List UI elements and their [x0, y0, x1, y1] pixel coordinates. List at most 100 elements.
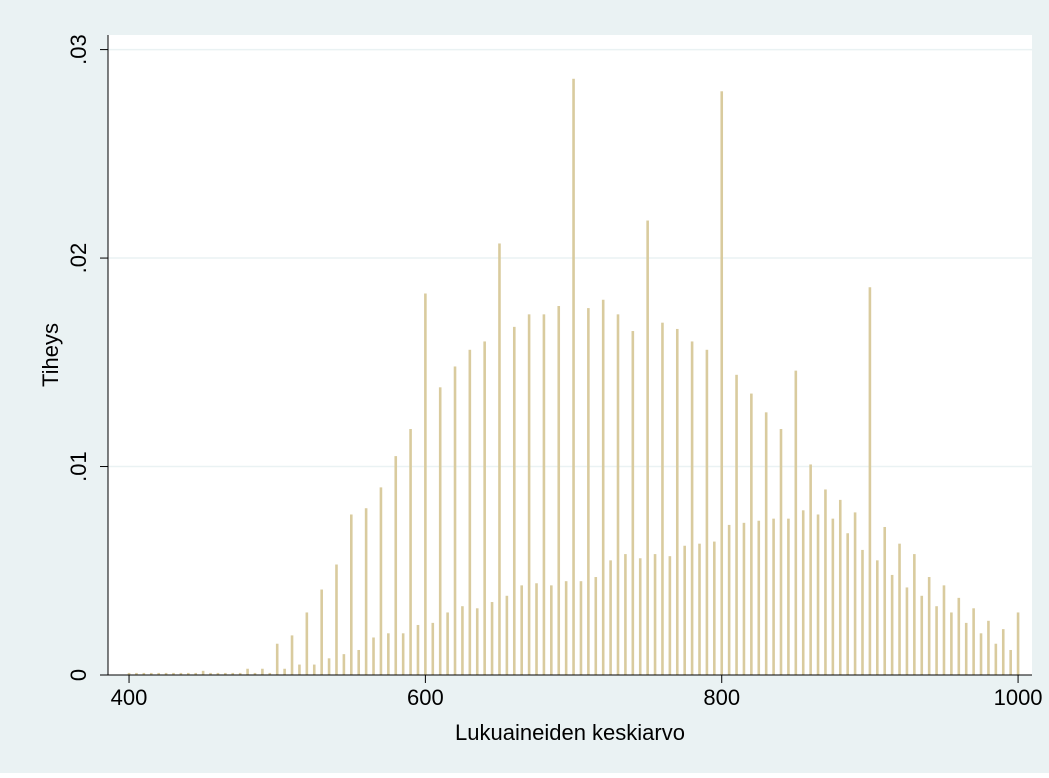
y-tick-label: .03	[66, 34, 91, 65]
bar	[994, 643, 998, 675]
bar	[446, 612, 449, 675]
bar	[498, 243, 501, 675]
bar	[557, 306, 561, 675]
bar	[424, 293, 427, 675]
y-axis-title: Tiheys	[38, 323, 63, 387]
bar	[609, 560, 612, 675]
x-axis-title: Lukuaineiden keskiarvo	[455, 720, 685, 745]
bar	[327, 658, 331, 675]
bar	[720, 91, 724, 676]
bar	[853, 512, 857, 675]
bar	[349, 514, 353, 675]
bar	[690, 341, 694, 675]
x-tick-label: 600	[407, 685, 444, 710]
bar	[890, 574, 894, 675]
bar	[187, 672, 190, 675]
bar	[261, 668, 264, 675]
bar	[157, 672, 160, 675]
bar	[764, 412, 768, 675]
bar	[438, 387, 442, 675]
bar	[987, 620, 990, 675]
bar	[342, 654, 346, 675]
bar	[668, 556, 672, 675]
bar	[587, 308, 590, 675]
bar	[1001, 629, 1005, 675]
bar	[705, 349, 709, 675]
x-tick-label: 1000	[994, 685, 1043, 710]
bar	[164, 672, 168, 675]
bar	[935, 606, 938, 675]
bar	[238, 672, 242, 675]
bar	[527, 314, 531, 675]
bar	[675, 328, 679, 675]
bar	[950, 612, 953, 675]
bar	[1009, 649, 1012, 675]
bar	[683, 545, 686, 675]
bar	[757, 520, 761, 675]
bar	[824, 489, 827, 675]
bar	[520, 585, 523, 675]
bar	[579, 581, 583, 675]
bar	[572, 78, 575, 675]
bar	[698, 543, 701, 675]
bar	[898, 543, 901, 675]
bar	[809, 464, 812, 675]
bar	[779, 429, 783, 675]
bar	[772, 518, 775, 675]
bar	[624, 554, 627, 675]
bar	[653, 554, 657, 675]
bar	[401, 633, 405, 675]
bar	[209, 672, 212, 675]
bar	[816, 514, 820, 675]
bar	[838, 499, 842, 675]
bar	[468, 349, 472, 675]
bar	[535, 583, 538, 675]
bar	[298, 664, 301, 675]
y-tick-label: 0	[66, 669, 91, 681]
bar	[735, 374, 738, 675]
bar	[394, 456, 398, 675]
bar	[927, 577, 931, 675]
bar	[861, 549, 864, 675]
bar	[646, 220, 649, 675]
bar	[846, 533, 849, 675]
bar	[631, 331, 635, 675]
bar	[364, 508, 368, 675]
bar	[372, 637, 375, 675]
bar	[505, 595, 509, 675]
bar	[283, 668, 286, 675]
bar	[475, 608, 479, 675]
bar	[268, 672, 272, 675]
bar	[601, 299, 605, 675]
bar	[231, 672, 235, 675]
bar	[920, 595, 924, 675]
bar	[172, 672, 175, 675]
bar	[794, 370, 798, 675]
bar	[127, 672, 131, 675]
bar	[750, 393, 753, 675]
bar	[727, 524, 731, 675]
bar	[379, 487, 383, 675]
bar	[564, 581, 568, 675]
bar	[409, 429, 412, 675]
bar	[972, 608, 975, 675]
bar	[194, 672, 198, 675]
bar	[453, 366, 457, 675]
bar	[742, 522, 746, 675]
bar	[713, 541, 716, 675]
bar	[490, 602, 494, 675]
bar	[957, 597, 961, 675]
bar	[787, 518, 790, 675]
bar	[216, 672, 220, 675]
bar	[1016, 612, 1020, 675]
bar	[149, 672, 153, 675]
bar	[483, 341, 486, 675]
bar	[224, 672, 227, 675]
bar	[594, 577, 598, 675]
y-tick-label: .02	[66, 243, 91, 274]
bar	[831, 518, 835, 675]
bar	[979, 633, 983, 675]
x-tick-label: 800	[703, 685, 740, 710]
bar	[246, 668, 249, 675]
bar	[290, 635, 294, 675]
